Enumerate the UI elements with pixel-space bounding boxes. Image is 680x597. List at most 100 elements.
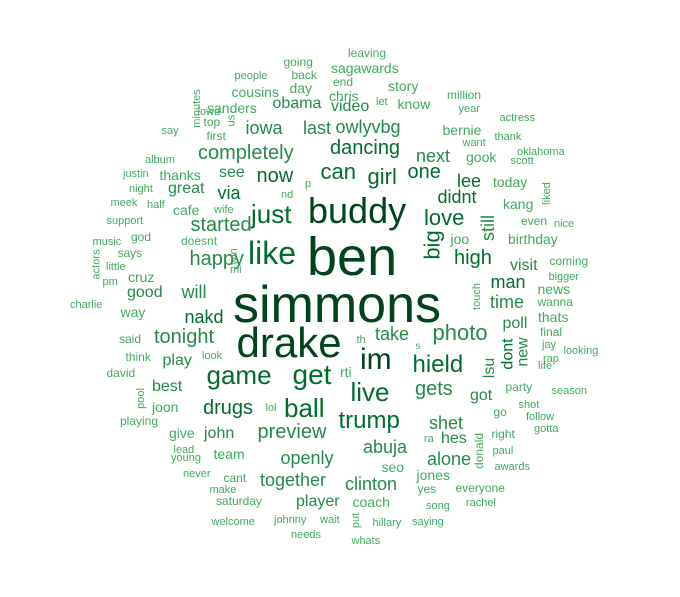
cloud-word: completely [198,142,294,164]
cloud-word: shot [518,398,540,411]
cloud-word: just [251,199,292,229]
cloud-word: story [388,78,419,94]
cloud-word: way [120,304,146,320]
cloud-word: alone [427,449,472,469]
cloud-word: ra [424,432,434,445]
cloud-word: want [462,136,486,149]
cloud-word: great [168,180,205,197]
cloud-word: clinton [345,474,398,494]
cloud-word: can [320,159,356,184]
cloud-word: iowa [197,105,221,118]
cloud-word: rachel [466,496,496,509]
cloud-word: rti [340,364,352,380]
cloud-word: jones [416,467,450,483]
cloud-word: iowa [245,118,283,138]
cloud-word: top [203,115,221,129]
cloud-word: lead [173,443,195,456]
cloud-word: cousins [231,84,279,100]
cloud-word: justin [123,167,149,180]
cloud-word: coach [352,494,390,510]
cloud-word: now [256,165,294,187]
cloud-word: ball [284,393,325,423]
cloud-word: best [152,378,183,395]
cloud-word: right [491,427,515,441]
cloud-word: sanders [207,100,257,116]
cloud-word: support [106,214,144,227]
cloud-word: know [397,96,431,112]
cloud-word: trump [338,407,400,434]
cloud-word: nd [281,188,294,201]
cloud-word: next [416,146,451,166]
cloud-word: win [227,247,240,265]
cloud-word: dont [499,338,517,370]
cloud-word: whats [351,534,381,547]
cloud-word: simmons [233,276,442,334]
cloud-word: love [424,205,465,230]
cloud-word: like [248,235,297,271]
cloud-word: bernie [442,122,482,138]
cloud-word: still [478,215,498,241]
cloud-word: year [458,102,480,115]
cloud-word: sagawards [331,60,399,76]
cloud-word: us [225,114,238,126]
cloud-word: girl [367,164,397,189]
cloud-word: going [283,55,313,69]
cloud-word: drake [236,319,342,366]
cloud-word: today [493,174,528,190]
cloud-word: look [202,349,223,362]
cloud-word: looking [563,344,599,357]
cloud-word: th [356,333,366,346]
cloud-word: never [183,467,211,480]
cloud-word: owlyvbg [335,117,401,137]
cloud-word: back [291,68,317,82]
cloud-word: jay [542,338,557,351]
cloud-word: says [117,246,143,260]
cloud-word: chris [329,88,359,104]
cloud-word: poll [502,315,528,332]
cloud-word: man [490,272,526,292]
cloud-word: mi [230,263,242,276]
cloud-word: god [131,230,152,244]
cloud-word: saturday [216,494,263,508]
cloud-word: gets [415,378,453,400]
cloud-word: openly [280,448,334,468]
cloud-word: song [426,499,450,512]
cloud-word: will [181,282,207,302]
cloud-word: awards [494,460,530,473]
cloud-word: time [490,292,525,312]
cloud-word: go [493,405,507,419]
cloud-word: doesnt [181,234,218,248]
cloud-word: kang [503,196,534,212]
cloud-word: play [162,352,192,369]
cloud-word: rap [543,352,559,365]
cloud-word: birthday [508,231,558,247]
cloud-word: leaving [348,46,387,60]
cloud-word: cant [223,471,247,485]
cloud-word: album [145,153,175,166]
cloud-word: young [171,451,201,464]
cloud-word: thats [538,309,569,325]
cloud-word: gook [466,149,497,165]
cloud-word: nakd [184,307,224,327]
cloud-word: got [470,387,493,404]
cloud-word: news [537,281,571,297]
cloud-word: p [305,177,312,190]
cloud-word: wife [214,203,234,216]
cloud-word: final [540,325,563,339]
cloud-word: david [106,366,136,380]
cloud-word: game [206,360,272,390]
cloud-word: let [376,95,388,108]
cloud-word: s [415,341,421,352]
cloud-word: even [521,214,548,228]
cloud-word: lee [457,171,482,191]
cloud-word: make [209,483,237,496]
cloud-word: drugs [203,397,254,419]
cloud-word: everyone [455,481,505,495]
cloud-word: im [360,343,392,376]
cloud-word: via [217,183,241,203]
cloud-word: player [296,493,340,510]
cloud-word: johnny [274,513,307,526]
cloud-word: team [213,446,245,462]
cloud-word: welcome [211,515,255,528]
